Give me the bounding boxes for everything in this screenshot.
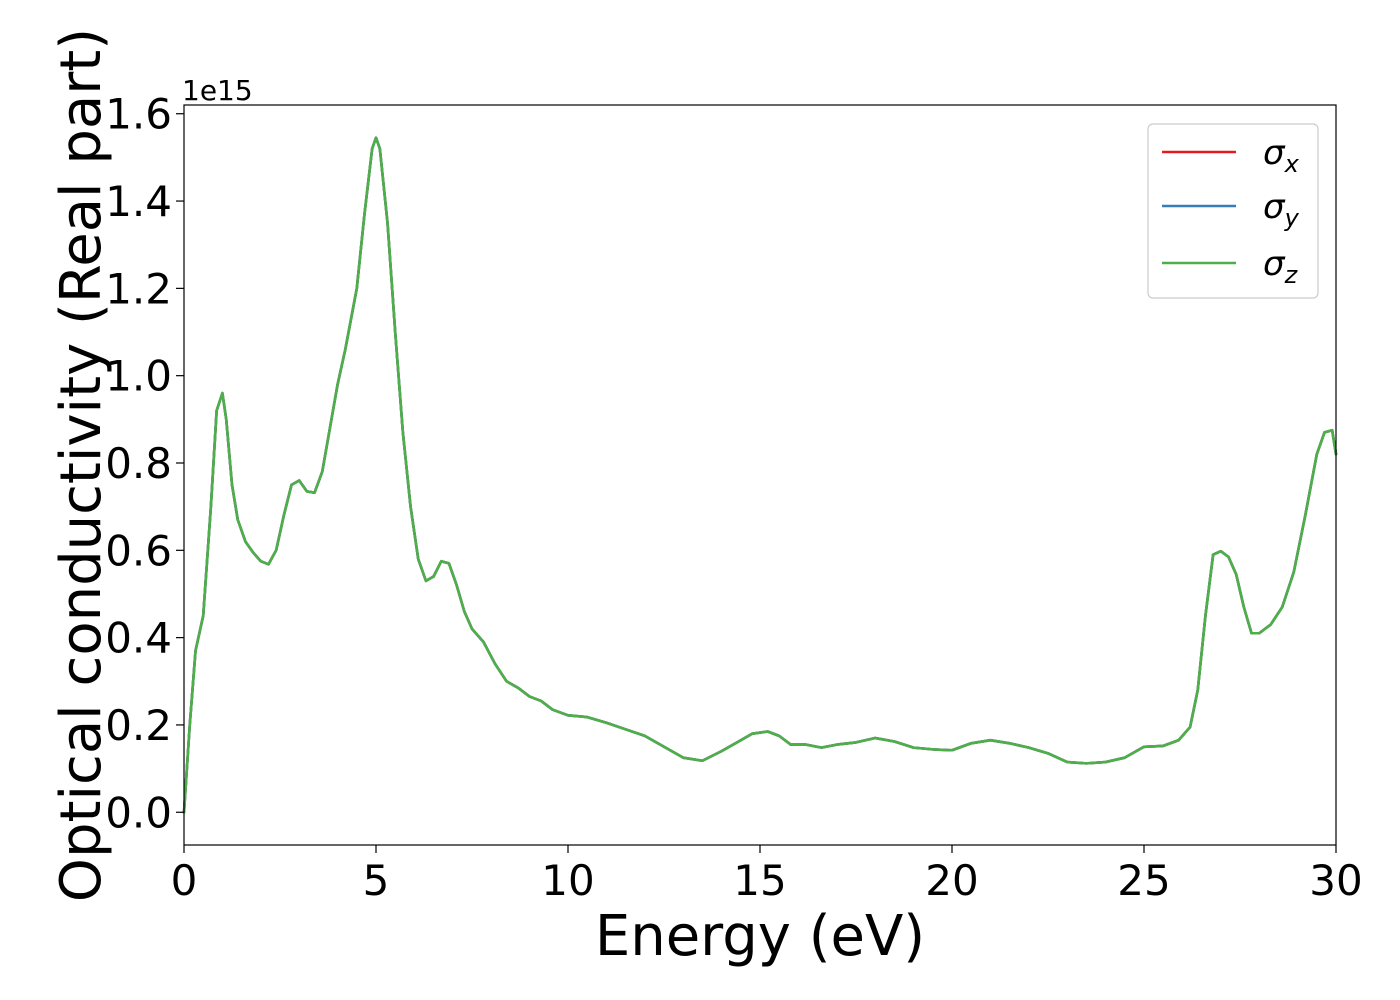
legend-symbol: σ (1263, 187, 1286, 227)
x-tick-label: 0 (171, 856, 198, 905)
legend-box (1147, 123, 1319, 299)
x-tick-label: 5 (363, 856, 390, 905)
y-axis-label: Optical conductivity (Real part) (49, 28, 114, 902)
y-tick-label: 0.4 (105, 614, 172, 663)
y-tick-label: 0.0 (105, 788, 172, 837)
legend-label-z: σz (1263, 244, 1299, 289)
series-line-3 (182, 136, 1338, 814)
y-axis-ticks: 0.0 0.2 0.4 0.6 0.8 1.0 1.2 1.4 1.6 (105, 90, 184, 837)
x-tick-label: 25 (1117, 856, 1170, 905)
legend-subscript: y (1284, 204, 1300, 232)
x-axis-label: Energy (eV) (595, 904, 925, 969)
x-axis-ticks: 0 5 10 15 20 25 30 (171, 845, 1363, 905)
legend-label-y: σy (1263, 187, 1300, 232)
y-tick-label: 1.4 (105, 177, 172, 226)
legend-symbol: σ (1263, 244, 1286, 284)
x-tick-label: 10 (541, 856, 594, 905)
y-tick-label: 1.0 (105, 352, 172, 401)
legend-subscript: z (1284, 261, 1299, 289)
x-tick-label: 15 (733, 856, 786, 905)
y-tick-label: 0.6 (105, 526, 172, 575)
plot-lines (182, 136, 1338, 814)
y-tick-label: 1.2 (105, 264, 172, 313)
x-tick-label: 30 (1309, 856, 1362, 905)
y-tick-label: 0.8 (105, 439, 172, 488)
legend-subscript: x (1284, 150, 1300, 178)
x-tick-label: 20 (925, 856, 978, 905)
legend-symbol: σ (1263, 133, 1286, 173)
y-tick-label: 0.2 (105, 701, 172, 750)
y-tick-label: 1.6 (105, 90, 172, 139)
y-offset-label: 1e15 (182, 74, 253, 107)
legend-label-x: σx (1263, 133, 1300, 178)
